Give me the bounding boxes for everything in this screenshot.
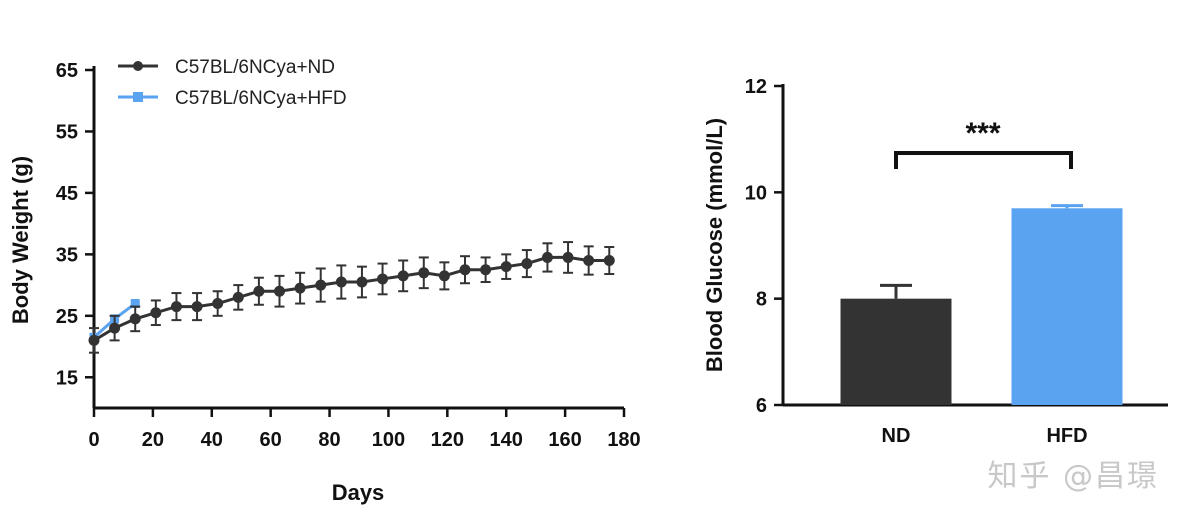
data-point [130,299,140,309]
legend-marker-hfd [133,92,143,102]
bar [840,298,952,405]
data-point [397,270,409,282]
watermark: 知乎 @昌璟 [987,459,1159,494]
x-axis-label: Days [332,480,385,505]
data-point [109,322,121,334]
data-point [274,285,285,297]
data-point [356,276,368,288]
data-point [521,258,533,270]
x-tick-label: 80 [318,429,340,451]
data-point [88,334,100,346]
data-point [500,261,512,273]
x-tick-label: ND [882,425,911,447]
data-point [459,264,471,276]
x-tick-label: 100 [372,429,405,451]
y-tick-label: 12 [745,76,767,98]
data-point [541,251,553,263]
y-axis-label: Blood Glucose (mmol/L) [702,118,727,372]
data-point [129,313,141,325]
blood-glucose-chart: 6 8 10 12 ND HFD *** Blood Glucose (mmol/L) [702,76,1168,447]
x-tick-label: 0 [88,429,99,451]
data-point [170,301,182,313]
y-tick-label: 55 [56,121,78,143]
data-point [418,267,430,279]
data-point [438,270,450,282]
data-point [294,282,306,294]
legend-label-nd: C57BL/6NCya+ND [175,57,335,78]
data-point [191,301,203,313]
x-tick-label: HFD [1046,425,1087,447]
data-point [212,298,224,310]
y-tick-label: 15 [56,367,78,389]
x-tick-label: 120 [431,429,464,451]
x-tick-label: 40 [201,429,223,451]
data-point [583,255,595,267]
x-tick-label: 60 [260,429,282,451]
y-tick-label: 10 [745,182,767,204]
data-point [377,273,389,285]
y-tick-label: 35 [56,244,78,266]
x-tick-label: 20 [142,429,164,451]
y-axis-label: Body Weight (g) [8,156,33,324]
x-tick-label: 140 [490,429,523,451]
bracket-line [894,151,1073,169]
data-point [562,251,574,263]
y-tick-label: 8 [756,289,767,311]
y-tick-label: 25 [56,306,78,328]
x-tick-label: 160 [548,429,581,451]
data-point [315,279,327,291]
data-point [335,276,347,288]
y-tick-label: 45 [56,183,78,205]
series-line [93,255,610,342]
significance-bracket: *** [894,117,1073,169]
y-tick-label: 6 [756,395,767,417]
data-point [232,291,244,303]
data-point [253,285,265,297]
y-tick-label: 65 [56,60,78,82]
legend: C57BL/6NCya+ND C57BL/6NCya+HFD [118,57,347,109]
data-point [603,255,615,267]
significance-label: *** [965,117,1000,150]
data-point [480,264,492,276]
x-tick-label: 180 [607,429,640,451]
legend-label-hfd: C57BL/6NCya+HFD [175,88,347,109]
data-point [150,307,162,319]
bar [1011,208,1123,405]
legend-marker-nd [133,61,143,71]
body-weight-chart: 15 25 35 45 55 65 0 20 40 60 80 100 120 140 160 180 C57… [8,57,641,505]
